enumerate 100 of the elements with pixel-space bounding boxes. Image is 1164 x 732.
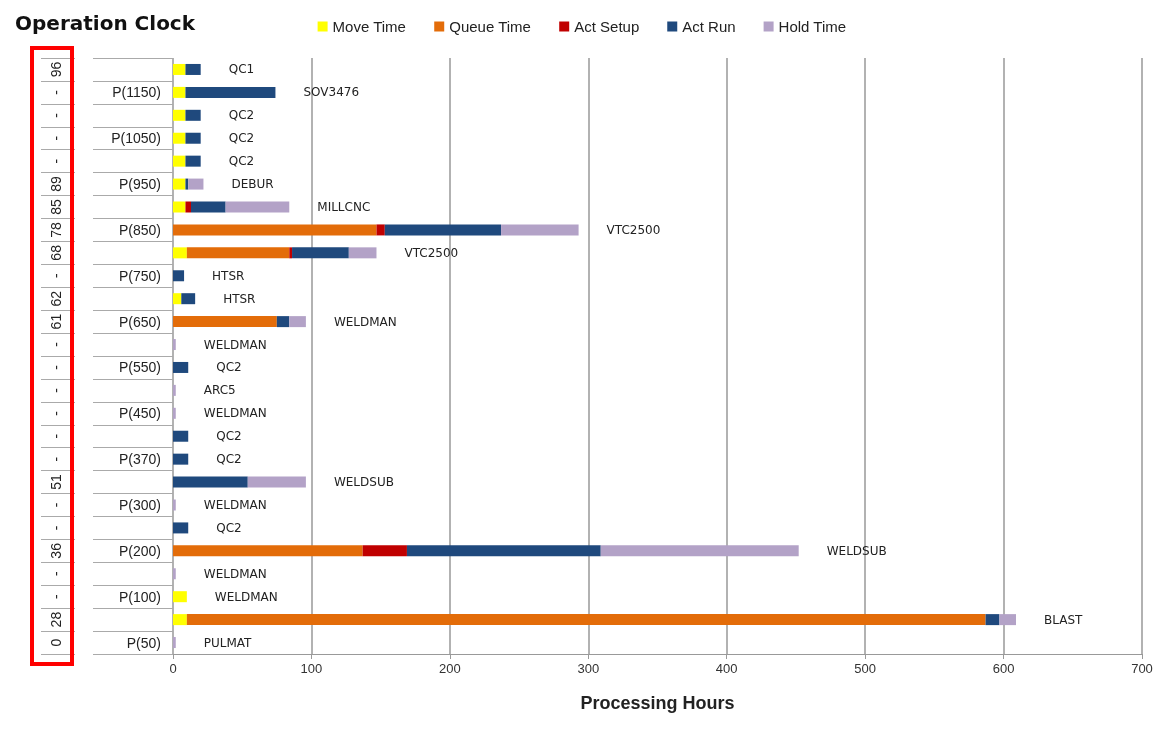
y2-tick-label: - — [48, 502, 64, 508]
text: MILLCNC — [317, 200, 371, 214]
y-tick-label: P(370) — [118, 451, 161, 468]
bar — [289, 247, 293, 259]
y2-tick-label: - — [48, 341, 64, 347]
x-tick-label: 100 — [300, 661, 323, 676]
legend-label: Act Setup — [574, 18, 640, 35]
y2-tick-label: 62 — [48, 290, 64, 307]
y2-tick-label: 85 — [48, 199, 64, 215]
text: QC1 — [228, 62, 255, 77]
bar — [384, 224, 502, 236]
text: VTC2500 — [404, 245, 459, 260]
bar — [173, 522, 189, 534]
bar — [173, 132, 186, 144]
y-tick-label: P(450) — [118, 405, 161, 422]
bar — [501, 224, 579, 236]
text: WELDMAN — [214, 589, 278, 604]
bar — [173, 361, 189, 373]
bar — [173, 293, 182, 305]
text: SOV3476 — [303, 85, 360, 100]
text: WELDMAN — [333, 314, 397, 329]
legend-label: Move Time — [332, 18, 406, 35]
bar — [185, 155, 201, 167]
bar — [173, 637, 176, 649]
y2-tick-label: 61 — [48, 313, 64, 330]
bar — [173, 109, 186, 121]
y-tick-label: P(950) — [118, 176, 161, 193]
bar — [289, 316, 306, 328]
bar — [376, 224, 385, 236]
bar — [185, 201, 191, 213]
x-axis-title: Processing Hours — [580, 693, 735, 713]
y2-tick-label: - — [48, 89, 64, 95]
text: WELDMAN — [203, 566, 267, 581]
y2-tick-label: 0 — [48, 638, 64, 647]
text: BLAST — [1044, 612, 1083, 627]
bar — [348, 247, 377, 259]
bar — [173, 499, 176, 511]
text: QC2 — [216, 360, 242, 375]
y2-tick-label: - — [48, 571, 64, 577]
bar — [600, 545, 799, 557]
text: WELDSUB — [826, 543, 887, 558]
bar — [191, 201, 226, 213]
bar — [173, 339, 176, 351]
bar — [186, 614, 986, 626]
y2-tick-label: - — [48, 158, 64, 164]
bar — [173, 545, 363, 557]
y2-tick-label: 36 — [48, 542, 64, 559]
bar — [247, 476, 306, 488]
x-tick-label: 400 — [715, 661, 738, 676]
y2-tick-label: 68 — [48, 244, 64, 261]
bar — [173, 201, 186, 213]
y-tick-label: P(300) — [118, 497, 161, 513]
chart-title: Operation Clock — [15, 11, 196, 35]
text: QC2 — [216, 429, 242, 444]
text: DEBUR — [231, 177, 274, 192]
text: WELDMAN — [203, 406, 267, 421]
bar — [185, 178, 189, 190]
bar — [173, 86, 186, 98]
y2-tick-label: - — [48, 456, 64, 462]
bar — [173, 591, 187, 603]
text: HTSR — [212, 268, 245, 283]
legend-label: Hold Time — [778, 18, 847, 35]
bar — [173, 155, 186, 167]
text: PULMAT — [203, 635, 252, 650]
bar — [185, 63, 201, 75]
bar — [173, 247, 187, 259]
bar — [362, 545, 407, 557]
y2-tick-label: 96 — [48, 61, 64, 78]
text: WELDSUB — [333, 475, 394, 490]
bar — [181, 293, 196, 305]
bar — [173, 178, 186, 190]
text: ARC5 — [203, 383, 236, 398]
y-tick-label: P(1050) — [111, 130, 161, 147]
bar — [276, 316, 290, 328]
bar — [985, 614, 1000, 626]
y-tick-label: P(50) — [126, 634, 161, 651]
y-tick-label: P(550) — [118, 359, 161, 376]
x-tick-label: 500 — [854, 661, 876, 676]
bar — [225, 201, 290, 213]
bar — [188, 178, 204, 190]
bar — [185, 132, 201, 144]
text: WELDMAN — [203, 498, 267, 512]
y2-tick-label: - — [48, 410, 64, 416]
y-tick-label: P(750) — [118, 267, 161, 284]
y2-tick-label: 28 — [48, 611, 64, 628]
text: VTC2500 — [606, 222, 661, 237]
y-tick-label: P(200) — [118, 542, 161, 559]
y2-tick-label: - — [48, 433, 64, 439]
bar — [173, 430, 189, 442]
x-tick-label: 600 — [992, 661, 1015, 676]
text: QC2 — [216, 520, 242, 535]
y-tick-label: P(1150) — [112, 84, 161, 101]
text: QC2 — [228, 131, 255, 146]
y-tick-label: P(850) — [118, 221, 161, 238]
bar — [173, 63, 186, 75]
bar — [173, 316, 277, 328]
y-tick-label: P(100) — [118, 588, 161, 605]
x-tick-label: 200 — [439, 661, 461, 676]
y2-tick-label: - — [48, 135, 64, 141]
x-tick-label: 700 — [1131, 661, 1153, 676]
